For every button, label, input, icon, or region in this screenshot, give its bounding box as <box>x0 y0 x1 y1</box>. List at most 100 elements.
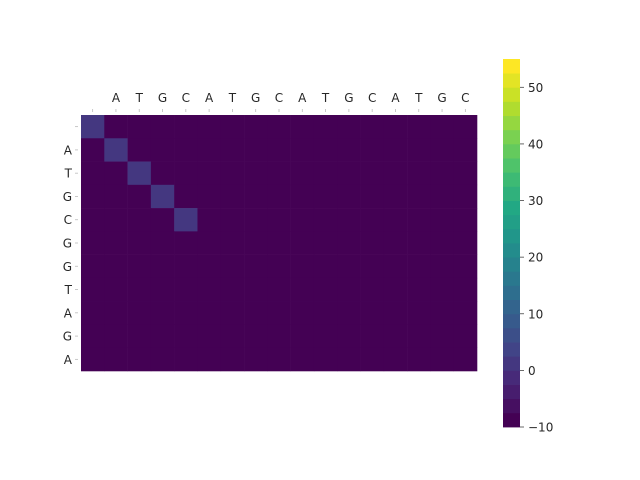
heatmap-cell-r7-c6 <box>220 277 245 302</box>
heatmap-cell-r8-c1 <box>104 301 128 325</box>
heatmap-cell-r8-c8 <box>267 301 291 325</box>
colorbar-tick-label-4: 30 <box>528 194 543 208</box>
heatmap-cell-r0-c4 <box>174 115 198 139</box>
heatmap-cell-r2-c7 <box>244 161 268 186</box>
heatmap-cell-r2-c15 <box>430 161 454 186</box>
heatmap-cell-r5-c7 <box>244 231 268 255</box>
heatmap-cell-r5-c14 <box>407 231 431 255</box>
colorbar-segment-15 <box>503 200 520 216</box>
heatmap-cell-r2-c9 <box>290 161 315 186</box>
heatmap-cell-r9-c5 <box>197 324 222 349</box>
heatmap-cell-r2-c6 <box>220 161 245 186</box>
heatmap-cell-r7-c4 <box>174 277 198 302</box>
heatmap-cell-r1-c12 <box>360 138 385 162</box>
heatmap-cell-r10-c8 <box>267 347 291 372</box>
heatmap-cell-r9-c10 <box>313 324 338 349</box>
heatmap-cell-r3-c3 <box>150 184 175 209</box>
heatmap-cell-r6-c10 <box>313 254 338 279</box>
heatmap-cell-r3-c13 <box>383 184 408 209</box>
heatmap-cell-r6-c16 <box>453 254 478 279</box>
heatmap-cell-r3-c5 <box>197 184 222 209</box>
heatmap-cell-r6-c1 <box>104 254 128 279</box>
colorbar-segment-1 <box>503 398 520 414</box>
colorbar-segment-9 <box>503 285 520 301</box>
heatmap-cell-r8-c3 <box>150 301 175 325</box>
x-tick-label-12: C <box>368 91 376 105</box>
heatmap-cell-r8-c5 <box>197 301 222 325</box>
heatmap-cell-r3-c7 <box>244 184 268 209</box>
heatmap-cell-r6-c3 <box>150 254 175 279</box>
heatmap-cell-r8-c15 <box>430 301 454 325</box>
heatmap-cell-r10-c5 <box>197 347 222 372</box>
heatmap-cell-r4-c11 <box>337 208 361 232</box>
colorbar-segment-23 <box>503 87 520 102</box>
heatmap-cell-r3-c14 <box>407 184 431 209</box>
heatmap-cell-r7-c7 <box>244 277 268 302</box>
heatmap-cell-r6-c14 <box>407 254 431 279</box>
heatmap-cell-r5-c3 <box>150 231 175 255</box>
x-tick-label-16: C <box>461 91 469 105</box>
heatmap-cell-r10-c3 <box>150 347 175 372</box>
heatmap-cell-r5-c10 <box>313 231 338 255</box>
heatmap-cell-r0-c1 <box>104 115 128 139</box>
colorbar-tick-label-6: 50 <box>528 81 543 95</box>
x-tick-label-8: C <box>275 91 283 105</box>
heatmap-cell-r1-c13 <box>383 138 408 162</box>
colorbar-segment-4 <box>503 356 520 371</box>
heatmap-cell-r2-c14 <box>407 161 431 186</box>
heatmap-cell-r5-c8 <box>267 231 291 255</box>
heatmap-cell-r0-c7 <box>244 115 268 139</box>
heatmap-cell-r1-c15 <box>430 138 454 162</box>
heatmap-cell-r8-c0 <box>81 301 105 325</box>
heatmap-cell-r9-c15 <box>430 324 454 349</box>
heatmap-cell-r2-c8 <box>267 161 291 186</box>
heatmap-cell-r2-c16 <box>453 161 478 186</box>
heatmap-cell-r1-c10 <box>313 138 338 162</box>
heatmap-cell-r10-c11 <box>337 347 361 372</box>
heatmap-cell-r3-c15 <box>430 184 454 209</box>
heatmap-cell-r6-c2 <box>127 254 152 279</box>
heatmap-cell-r9-c4 <box>174 324 198 349</box>
heatmap-cell-r5-c12 <box>360 231 385 255</box>
heatmap-cell-r1-c9 <box>290 138 315 162</box>
heatmap-cell-r7-c12 <box>360 277 385 302</box>
heatmap-cell-r4-c2 <box>127 208 152 232</box>
heatmap-cell-r4-c5 <box>197 208 222 232</box>
heatmap-cell-r5-c11 <box>337 231 361 255</box>
heatmap-cell-r1-c14 <box>407 138 431 162</box>
colorbar-segment-6 <box>503 327 520 343</box>
x-tick-label-7: G <box>251 91 260 105</box>
heatmap-cell-r1-c4 <box>174 138 198 162</box>
heatmap-cell-r2-c13 <box>383 161 408 186</box>
heatmap-cell-r7-c15 <box>430 277 454 302</box>
heatmap-cell-r9-c6 <box>220 324 245 349</box>
colorbar-segment-16 <box>503 186 520 201</box>
heatmap-cell-r0-c9 <box>290 115 315 139</box>
y-tick-label-2: T <box>64 167 73 181</box>
heatmap-cell-r9-c13 <box>383 324 408 349</box>
heatmap-cell-r7-c11 <box>337 277 361 302</box>
heatmap-cell-r0-c14 <box>407 115 431 139</box>
colorbar-segment-22 <box>503 101 520 117</box>
heatmap-cell-r8-c7 <box>244 301 268 325</box>
heatmap-cell-r4-c16 <box>453 208 478 232</box>
heatmap-cell-r10-c0 <box>81 347 105 372</box>
heatmap-cell-r8-c16 <box>453 301 478 325</box>
heatmap-cell-r10-c9 <box>290 347 315 372</box>
heatmap-cell-r5-c9 <box>290 231 315 255</box>
heatmap-cell-r9-c16 <box>453 324 478 349</box>
x-tick-label-3: G <box>158 91 167 105</box>
heatmap-cell-r5-c2 <box>127 231 152 255</box>
heatmap-cell-r10-c2 <box>127 347 152 372</box>
colorbar-segment-11 <box>503 257 520 272</box>
heatmap-cell-r3-c16 <box>453 184 478 209</box>
heatmap-cell-r9-c12 <box>360 324 385 349</box>
heatmap-cell-r0-c16 <box>453 115 478 139</box>
x-tick-label-4: C <box>182 91 190 105</box>
colorbar-tick-label-5: 40 <box>528 137 543 151</box>
heatmap-cell-r10-c16 <box>453 347 478 372</box>
heatmap-cell-r6-c6 <box>220 254 245 279</box>
heatmap-cell-r4-c6 <box>220 208 245 232</box>
heatmap-cell-r0-c10 <box>313 115 338 139</box>
